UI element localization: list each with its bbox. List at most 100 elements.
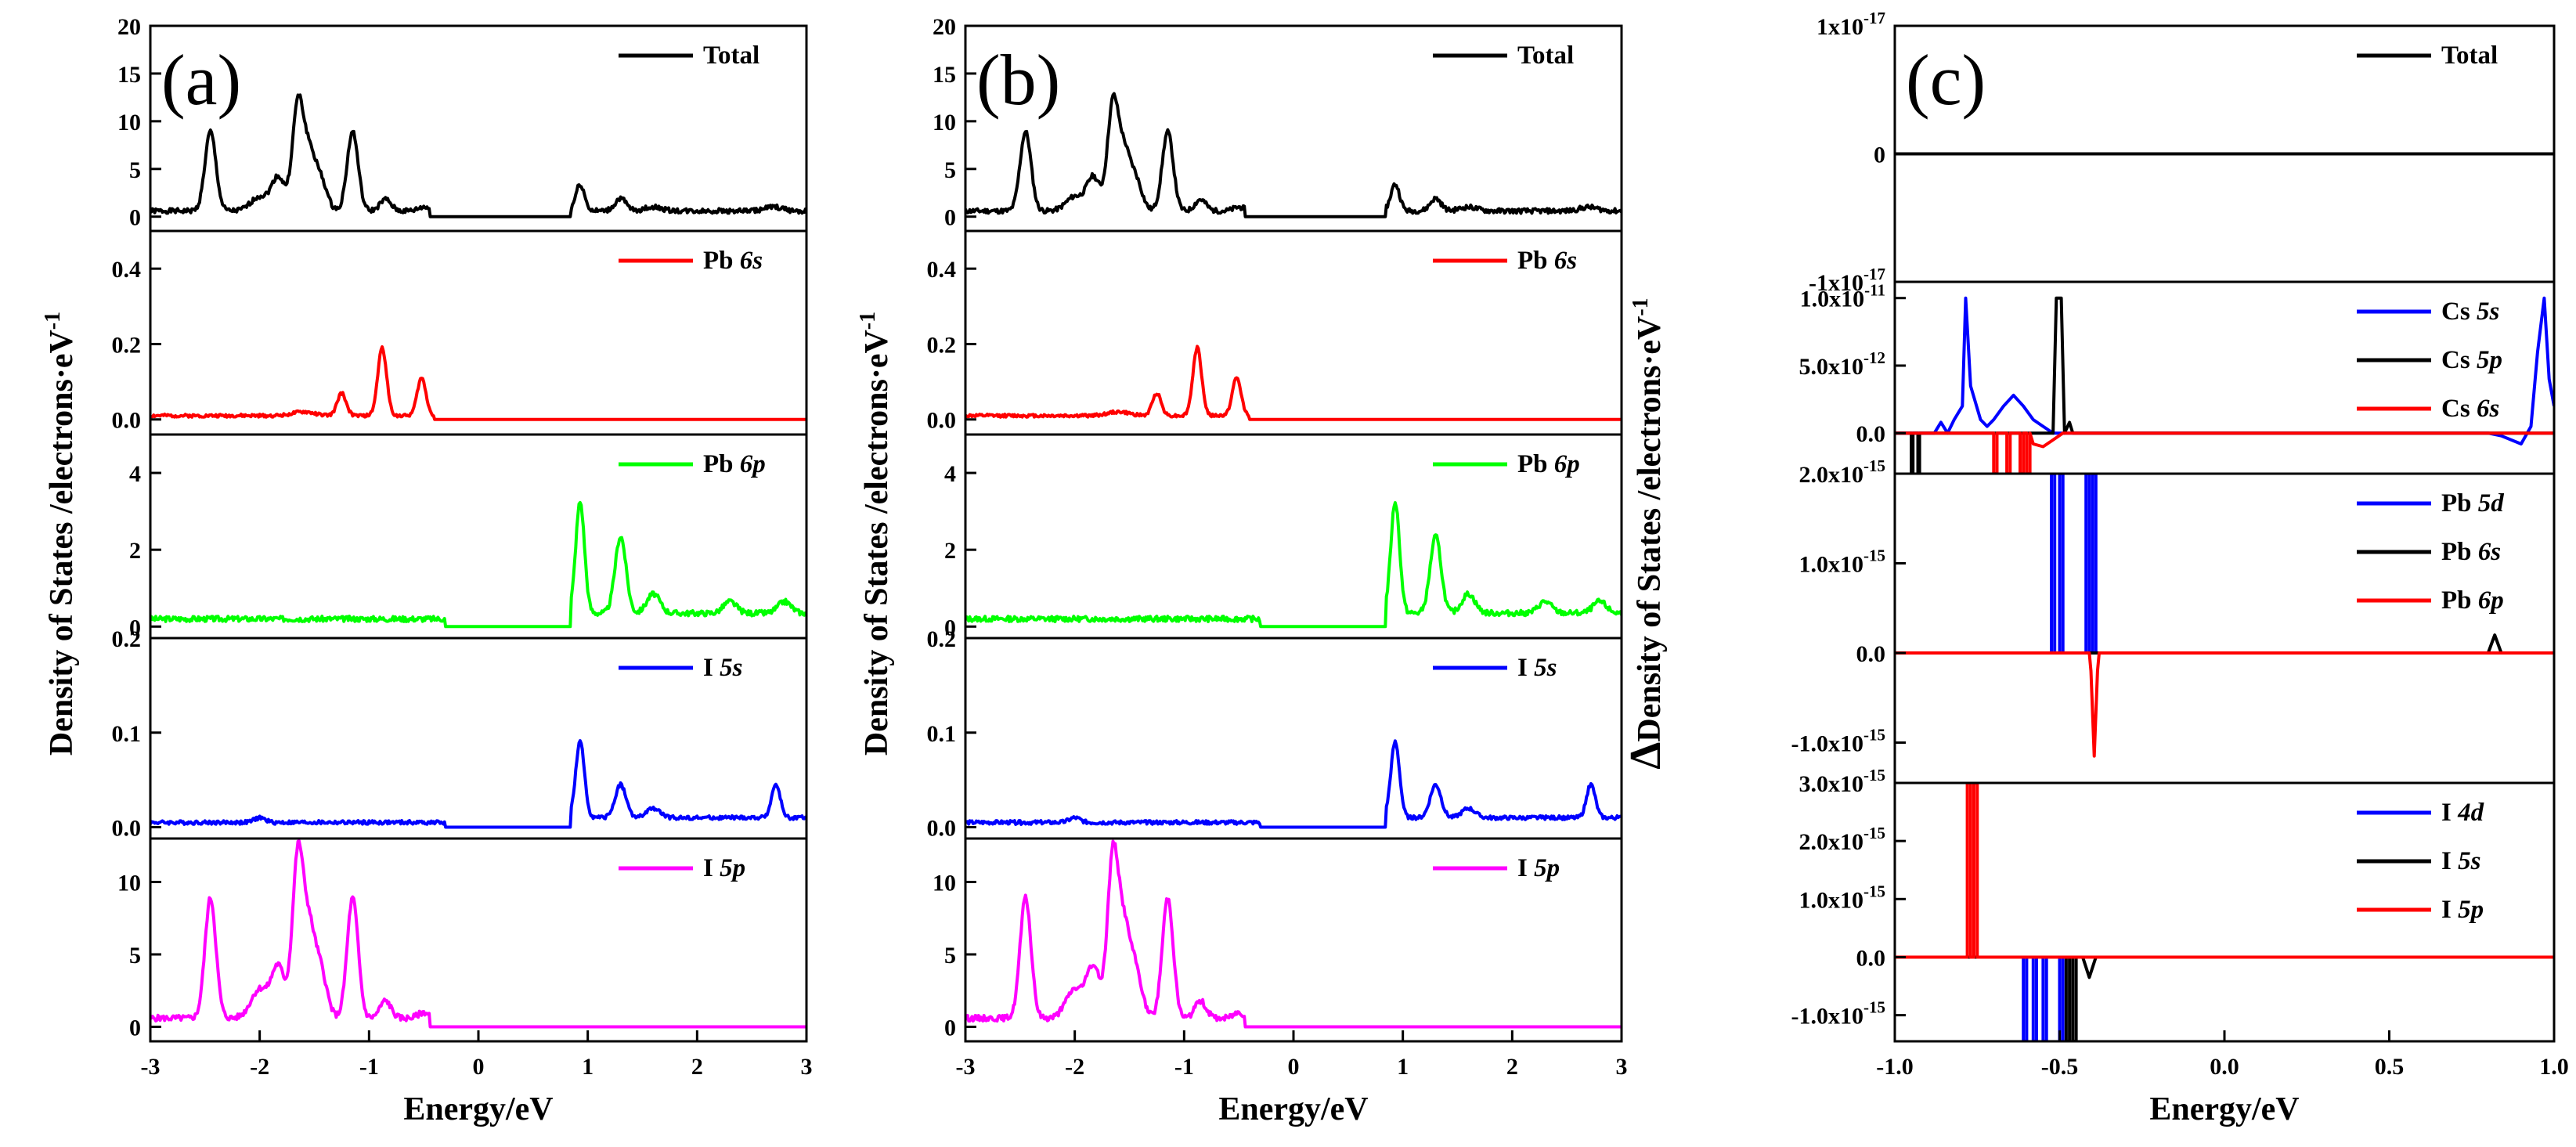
panel-label: (a) [161,40,241,120]
y-tick-exponent: -15 [1863,766,1885,785]
y-tick-exponent: -17 [1863,265,1885,283]
y-tick-label: 5 [129,157,141,183]
legend-label-main: Pb [703,450,740,478]
subplot-a-1: Total 0 5 10 15 20 [117,14,808,233]
legend-label: Pb 6p [2441,586,2504,615]
y-axis-label-delta: Δ [1622,742,1670,770]
y-tick-label: 15 [117,62,141,88]
y-tick-label: 2 [944,538,956,564]
y-tick-mantissa: 1.0x10 [1800,287,1865,312]
series-line-pb-6p [1895,651,2554,758]
x-tick-label: 1.0 [2539,1054,2569,1080]
series-line-pb-6s [150,345,806,421]
y-tick-exponent: -17 [1863,9,1885,27]
x-axis-label: Energy/eV [403,1091,553,1127]
y-axis-label: ΔDensity of States /electrons·eV-1 [1622,298,1670,769]
y-tick-label: 0 [129,1015,141,1041]
y-tick-label: 0.0 [1856,421,1886,447]
y-tick-label: 0 [129,615,141,640]
legend-label-main: I [1517,654,1534,682]
y-tick-mantissa: 1.0x10 [1799,551,1864,577]
legend-label: Pb 6s [703,247,763,275]
x-tick-label: 0.5 [2375,1054,2405,1080]
legend-label: I 5s [703,654,742,682]
series-line-i-5p [965,839,1622,1029]
legend-label: I 5s [2441,847,2480,875]
x-axis-label: Energy/eV [2149,1091,2299,1127]
subplot-c-4: I 4dI 5sI 5p3.0x10-152.0x10-151.0x10-150… [1791,766,2556,1043]
subplot-b-4: I 5s 0.0 0.1 0.2 [927,626,1623,842]
series-line-pb-6p [150,500,806,629]
y-tick-mantissa: -1x10 [1809,270,1863,296]
legend-label: I 4d [2441,799,2484,827]
x-tick-label: 0 [473,1054,485,1080]
y-tick-label: 0.1 [927,721,957,747]
series-line-pb-6s [965,344,1622,421]
legend-label: I 5p [1517,854,1560,882]
subplot-b-2: Pb 6s 0.0 0.2 0.4 [927,229,1623,436]
x-tick-label: 3 [801,1054,813,1080]
y-axis-label-main: Density of States /electrons·eV [44,330,80,756]
legend-label: I 5p [703,854,745,882]
y-tick-label: 5 [944,943,956,968]
legend-label-main: Cs [2441,298,2477,326]
legend-label-orbital: 6s [1554,247,1577,275]
legend-label: Cs 5s [2441,298,2499,326]
series-line-pb-6s [1895,633,2554,655]
x-tick-label: 1 [1397,1054,1409,1080]
y-tick-label: 1.0x10-11 [1800,281,1885,312]
y-tick-label: 0.1 [112,721,142,747]
legend-label-main: Pb [2441,538,2478,566]
x-tick-label: -0.5 [2041,1054,2079,1080]
y-tick-exponent: -15 [1863,882,1885,900]
y-tick-label: 1.0x10-15 [1799,546,1886,577]
y-tick-label: 15 [933,62,956,88]
y-tick-label: 10 [933,110,956,135]
x-tick-label: -1 [359,1054,379,1080]
legend-label: Pb 6p [1517,450,1580,478]
y-tick-label: 0.0 [1856,945,1886,971]
legend-label-orbital: 6p [740,450,766,478]
y-tick-exponent: -15 [1863,725,1885,744]
y-tick-mantissa: 1x10 [1817,14,1863,40]
legend-label: Pb 6p [703,450,766,478]
legend-label: Cs 6s [2441,395,2499,423]
x-tick-label: 0 [1288,1054,1300,1080]
x-tick-label: -1 [1174,1054,1194,1080]
y-axis-label-main: Density of States /electrons·eV [1632,316,1668,742]
y-tick-label: 0.2 [112,332,142,358]
y-tick-label: 0.4 [927,257,957,283]
panel-label: (b) [976,40,1060,120]
legend-label-orbital: 6s [740,247,763,275]
y-tick-label: 0.2 [927,332,957,358]
legend-label-orbital: 6s [2477,395,2499,423]
x-tick-label: -3 [956,1054,976,1080]
legend-label-main: Pb [1517,450,1554,478]
legend-label: Total [1517,41,1574,70]
legend-label-orbital: 5p [2458,896,2484,924]
y-tick-label: 0 [944,1015,956,1041]
y-tick-mantissa: -1.0x10 [1791,1004,1864,1030]
legend-label-main: I [703,854,720,882]
y-tick-label: -1.0x10-15 [1791,998,1886,1030]
x-tick-label: 0.0 [2210,1054,2239,1080]
y-tick-label: 0.2 [112,626,142,652]
series-line-cs-6s [1895,431,2554,474]
legend-label-orbital: 5p [720,854,745,882]
subplot-frame [1893,472,2556,785]
y-tick-mantissa: 3.0x10 [1799,771,1864,797]
y-tick-label: 0.0 [1856,641,1886,667]
legend-label-main: I [703,654,720,682]
legend-label-orbital: 6p [1554,450,1580,478]
y-tick-label: 5 [944,157,956,183]
series-line-i-4d [1895,955,2554,1041]
x-tick-label: 2 [691,1054,703,1080]
series-line-cs-5s [1895,296,2554,445]
y-tick-label: 5 [129,943,141,968]
subplot-a-2: Pb 6s 0.0 0.2 0.4 [112,229,808,436]
legend-label-main: I [2441,847,2458,875]
series-line-i-5p [150,839,806,1029]
